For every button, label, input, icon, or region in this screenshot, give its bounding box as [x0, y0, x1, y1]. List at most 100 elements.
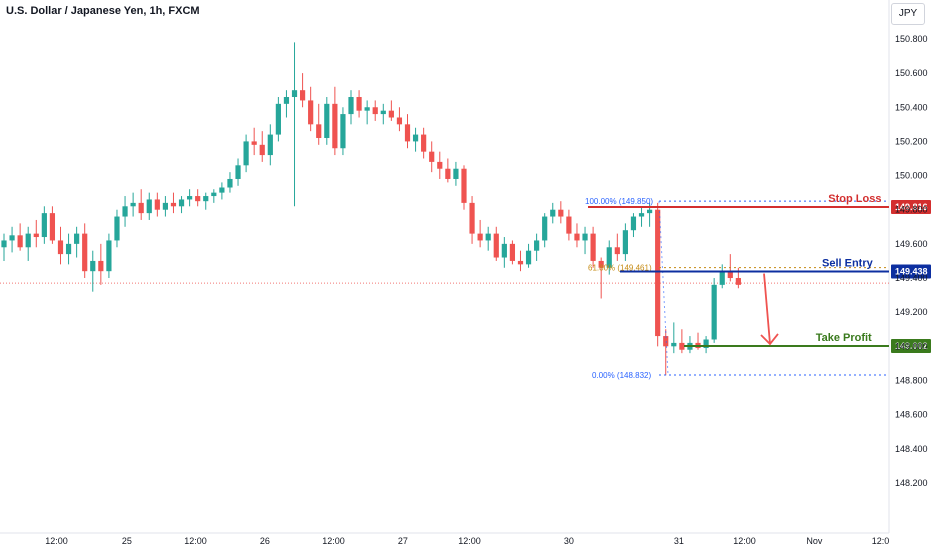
price-tick-label: 148.600 [895, 410, 928, 420]
candle-body [275, 103, 281, 135]
candle [25, 226, 31, 261]
candle-body [663, 336, 669, 347]
candle-body [332, 103, 338, 149]
time-tick-label: Nov [806, 536, 823, 546]
candle-body [614, 247, 620, 255]
candle [162, 196, 168, 217]
time-tick-label: 31 [674, 536, 684, 546]
candle [469, 196, 475, 244]
candle-body [17, 235, 23, 248]
currency-button[interactable]: JPY [891, 3, 925, 25]
price-tick-label: 150.400 [895, 102, 928, 112]
candle-body [33, 233, 39, 238]
candle [243, 134, 249, 173]
sell-entry-label: Sell Entry [822, 258, 874, 270]
candle-body [421, 134, 427, 152]
candle-body [74, 233, 80, 244]
take-profit-label: Take Profit [816, 332, 872, 344]
candle-body [1, 240, 7, 248]
candle [598, 257, 604, 299]
candle [74, 226, 80, 258]
annotation-layer: 100.00% (149.850) 61.80% (149.461) 0.00% (… [585, 193, 931, 380]
take-profit-price-value: 149.002 [895, 341, 928, 351]
fib-trend-line [658, 201, 669, 376]
time-tick-label: 26 [260, 536, 270, 546]
price-axis[interactable]: 150.800 150.600 150.400 150.200 150.000 149.8… [895, 34, 928, 488]
candle [477, 219, 483, 248]
candle [90, 250, 96, 292]
candle [679, 329, 685, 354]
candle [106, 233, 112, 279]
candle-body [412, 134, 419, 142]
arrow-head-icon [760, 333, 779, 346]
candle-body [655, 209, 661, 337]
candle [606, 240, 612, 275]
candle [525, 243, 532, 268]
candle [437, 151, 443, 179]
candle-body [501, 243, 507, 258]
candle [372, 100, 378, 121]
price-tick-label: 150.200 [895, 136, 928, 146]
candle [542, 213, 548, 248]
candle-body [485, 233, 491, 241]
candle [493, 226, 499, 261]
candle-body [267, 134, 273, 156]
candle [574, 223, 580, 248]
candle-body [324, 103, 330, 138]
candle [114, 209, 120, 248]
time-tick-label: 12:0 [872, 536, 890, 546]
fib-618-label: 61.80% (149.461) [588, 264, 652, 273]
price-tick-label: 150.000 [895, 171, 928, 181]
candle [146, 192, 152, 220]
candle [671, 322, 677, 354]
candle [9, 226, 15, 253]
candle-body [719, 271, 725, 285]
candle [638, 206, 645, 227]
candle-body [283, 97, 290, 104]
price-tick-label: 149.600 [895, 239, 928, 249]
candle [388, 100, 394, 121]
candle-body [711, 284, 717, 340]
candle-body [162, 202, 168, 210]
candle [195, 189, 201, 207]
candle [590, 226, 596, 268]
candle-body [316, 124, 322, 138]
candle-body [211, 192, 217, 197]
candle-body [598, 260, 604, 268]
take-profit-price-tag [891, 338, 931, 353]
candle-body [243, 141, 249, 166]
candle [170, 192, 177, 214]
candle-body [227, 178, 233, 188]
candle-body [525, 250, 532, 265]
candle-body [622, 230, 628, 255]
candle [187, 189, 193, 207]
candle [380, 103, 386, 125]
fib-100-label: 100.00% (149.850) [585, 197, 653, 206]
candle-body [122, 206, 128, 217]
candle-body [703, 339, 709, 349]
candle [501, 237, 507, 268]
chart-title: U.S. Dollar / Japanese Yen, 1h, FXCM [6, 5, 200, 17]
candle [655, 202, 661, 347]
candle-body [372, 107, 378, 115]
price-tick-label: 149.200 [895, 307, 928, 317]
candle-body [380, 110, 386, 115]
time-axis[interactable]: 12:00 25 12:00 26 12:00 27 12:00 30 31 12:00 Nov 12… [45, 536, 889, 546]
candle-body [106, 240, 112, 272]
candle-body [146, 199, 152, 214]
candle-body [25, 233, 31, 248]
candle [703, 336, 709, 354]
candle-body [445, 168, 451, 179]
candle-body [461, 168, 467, 203]
candle [219, 182, 225, 200]
stop-loss-price-value: 149.816 [895, 202, 928, 212]
candle [17, 223, 23, 251]
candle-body [590, 233, 596, 261]
candle-body [65, 243, 72, 255]
candle [82, 223, 88, 279]
price-tick-label: 149.000 [895, 341, 928, 351]
candle-body [558, 209, 564, 217]
candle [1, 233, 7, 261]
candle [324, 97, 330, 145]
